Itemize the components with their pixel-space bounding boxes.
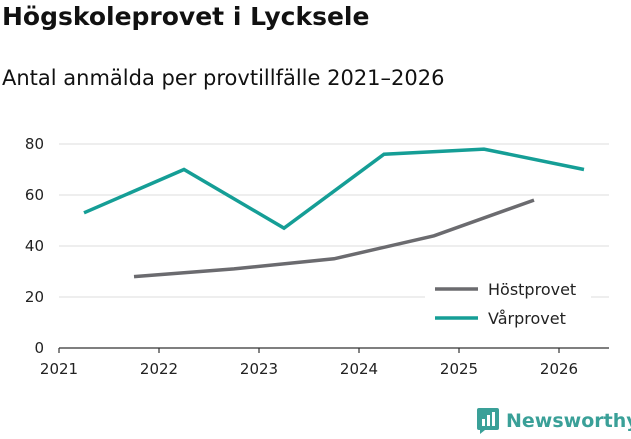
grid-lines	[59, 143, 609, 298]
chart-subtitle: Antal anmälda per provtillfälle 2021–202…	[2, 66, 445, 90]
x-axis	[58, 347, 609, 353]
legend-label-0: Höstprovet	[488, 280, 576, 299]
y-tick-label: 0	[34, 339, 44, 357]
series-line-1	[83, 147, 585, 231]
x-axis-ticks: 2021 2022 2023 2024 2025 2026	[40, 360, 578, 378]
x-tick-label: 2024	[340, 360, 378, 378]
newsworthy-logo-icon	[477, 408, 499, 434]
x-tick-label: 2026	[540, 360, 578, 378]
series-lines	[83, 147, 585, 279]
brand-name: Newsworthy	[506, 410, 631, 432]
x-tick-label: 2025	[440, 360, 478, 378]
y-tick-label: 60	[25, 186, 44, 204]
x-tick-label: 2023	[240, 360, 278, 378]
x-tick-label: 2021	[40, 360, 78, 378]
y-tick-label: 20	[25, 288, 44, 306]
series-line-0	[133, 198, 535, 279]
chart-title: Högskoleprovet i Lycksele	[2, 2, 370, 31]
legend-label-1: Vårprovet	[488, 309, 566, 328]
legend-background	[425, 276, 591, 334]
brand-logo: Newsworthy	[476, 406, 631, 436]
y-axis-ticks: 0 20 40 60 80	[25, 135, 44, 357]
y-tick-label: 40	[25, 237, 44, 255]
x-tick-label: 2022	[140, 360, 178, 378]
y-tick-label: 80	[25, 135, 44, 153]
legend: Höstprovet Vårprovet	[425, 276, 591, 334]
